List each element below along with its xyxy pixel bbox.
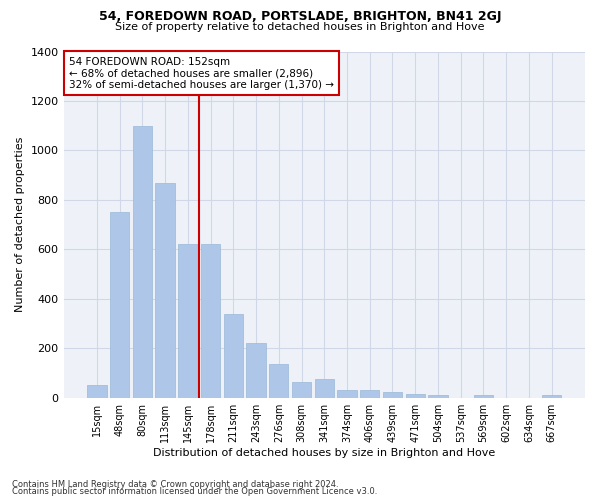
Bar: [269, 364, 289, 398]
Bar: [133, 126, 152, 398]
Bar: [87, 386, 107, 398]
Bar: [314, 379, 334, 398]
Bar: [383, 392, 402, 398]
Bar: [201, 244, 220, 398]
X-axis label: Distribution of detached houses by size in Brighton and Hove: Distribution of detached houses by size …: [153, 448, 496, 458]
Bar: [337, 390, 356, 398]
Bar: [406, 394, 425, 398]
Bar: [155, 182, 175, 398]
Bar: [247, 344, 266, 398]
Bar: [292, 382, 311, 398]
Bar: [542, 395, 561, 398]
Text: 54, FOREDOWN ROAD, PORTSLADE, BRIGHTON, BN41 2GJ: 54, FOREDOWN ROAD, PORTSLADE, BRIGHTON, …: [99, 10, 501, 23]
Bar: [224, 314, 243, 398]
Bar: [178, 244, 197, 398]
Text: 54 FOREDOWN ROAD: 152sqm
← 68% of detached houses are smaller (2,896)
32% of sem: 54 FOREDOWN ROAD: 152sqm ← 68% of detach…: [69, 56, 334, 90]
Text: Contains public sector information licensed under the Open Government Licence v3: Contains public sector information licen…: [12, 487, 377, 496]
Text: Contains HM Land Registry data © Crown copyright and database right 2024.: Contains HM Land Registry data © Crown c…: [12, 480, 338, 489]
Bar: [474, 395, 493, 398]
Bar: [360, 390, 379, 398]
Bar: [428, 394, 448, 398]
Text: Size of property relative to detached houses in Brighton and Hove: Size of property relative to detached ho…: [115, 22, 485, 32]
Y-axis label: Number of detached properties: Number of detached properties: [15, 137, 25, 312]
Bar: [110, 212, 130, 398]
